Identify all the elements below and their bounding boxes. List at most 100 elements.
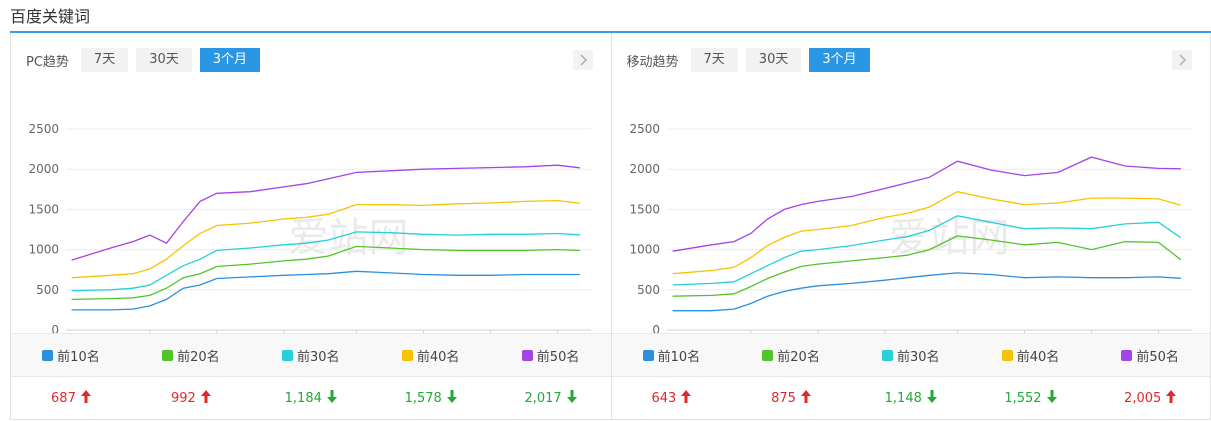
value-top40: 1,578 [371,377,491,420]
y-tick-label: 500 [637,283,660,297]
trend-arrow-icon [80,390,91,407]
watermark-text: 爱站网 [289,215,409,261]
legend-swatch [42,349,54,361]
value-number: 643 [651,391,677,406]
trend-arrow-icon [1166,390,1177,407]
legend-label: 前30名 [896,349,940,365]
y-tick-label: 1000 [629,243,660,257]
trend-arrow-icon [200,390,211,407]
y-tick-label: 2500 [629,122,660,136]
pc-trend-panel: PC趋势 7天 30天 3个月 爱站网050010001500200025000… [11,33,611,419]
value-top30: 1,184 [251,377,371,420]
legend-label: 前30名 [296,349,340,365]
pc-trend-header: PC趋势 7天 30天 3个月 [26,48,268,72]
y-tick-label: 0 [652,323,660,333]
mobile-legend: 前10名 前20名 前30名 前40名 前50名 [611,333,1210,377]
pc-trend-chart: 爱站网0500100015002000250001-2902-1002-2203… [28,122,591,333]
value-number: 1,148 [884,391,922,406]
value-top30: 1,148 [851,377,971,420]
keyword-trends-container: PC趋势 7天 30天 3个月 爱站网 0 500 1000 1500 2000 2500 0… [10,33,1211,420]
legend-label: 前50名 [1136,349,1179,365]
series-line [71,270,580,311]
pc-values: 687 992 1,184 1,578 2,017 [11,377,611,420]
legend-swatch [401,349,413,361]
trend-arrow-icon [326,390,337,407]
chevron-right-icon [1179,54,1187,66]
legend-item-top20[interactable]: 前20名 [131,334,251,376]
legend-item-top10[interactable]: 前10名 [612,334,732,376]
y-tick-label: 1500 [28,202,59,216]
value-number: 2,017 [524,391,562,406]
series-line [671,156,1181,252]
series-line [71,245,580,301]
value-top10: 643 [612,377,732,420]
trend-arrow-icon [681,390,692,407]
legend-item-top30[interactable]: 前30名 [251,334,371,376]
legend-label: 前40名 [416,349,460,365]
value-top50: 2,017 [491,377,611,420]
value-top20: 875 [731,377,851,420]
tab-3-months[interactable]: 3个月 [199,48,261,72]
value-top10: 687 [11,377,131,420]
tab-3-months[interactable]: 3个月 [809,48,870,72]
legend-item-top30[interactable]: 前30名 [851,334,971,376]
legend-swatch [642,349,654,361]
value-number: 992 [170,391,196,406]
legend-label: 前10名 [57,349,100,365]
value-number: 1,578 [404,391,442,406]
y-tick-label: 2000 [629,162,660,176]
chevron-right-icon [579,54,587,66]
mobile-trend-panel: 移动趋势 7天 30天 3个月 爱站网050010001500200025000… [610,33,1210,420]
legend-swatch [1121,349,1133,361]
value-top50: 2,005 [1090,377,1210,420]
legend-label: 前50名 [536,349,580,365]
page-title: 百度关键词 [10,7,91,26]
legend-item-top20[interactable]: 前20名 [731,334,851,376]
legend-label: 前20名 [177,349,220,365]
value-top40: 1,552 [971,377,1091,420]
trend-arrow-icon [1046,390,1057,407]
series-line [672,272,1181,312]
legend-item-top40[interactable]: 前40名 [971,334,1091,376]
series-line [71,199,580,279]
legend-label: 前20名 [777,349,820,365]
value-number: 1,184 [284,391,322,406]
mobile-trend-chart: 爱站网0500100015002000250001-2902-1002-2203… [629,122,1192,333]
panel-label: 移动趋势 [626,54,679,70]
panel-label: PC趋势 [26,54,69,70]
series-line [672,215,1181,286]
legend-swatch [521,349,533,361]
y-tick-label: 0 [51,323,59,333]
tab-30-days[interactable]: 30天 [745,48,802,72]
trend-arrow-icon [566,390,577,407]
series-line [71,164,580,261]
y-tick-label: 2000 [28,162,59,176]
legend-item-top10[interactable]: 前10名 [11,334,131,376]
tab-7-days[interactable]: 7天 [690,48,738,72]
trend-arrow-icon [926,390,937,407]
tab-7-days[interactable]: 7天 [80,48,129,72]
series-line [672,191,1181,275]
next-arrow-button[interactable] [1172,50,1192,70]
legend-label: 前40名 [1016,349,1060,365]
legend-item-top50[interactable]: 前50名 [491,334,611,376]
value-number: 2,005 [1124,391,1162,406]
legend-item-top40[interactable]: 前40名 [371,334,491,376]
value-top20: 992 [131,377,251,420]
legend-item-top50[interactable]: 前50名 [1090,334,1210,376]
legend-label: 前10名 [657,349,701,365]
trend-arrow-icon [800,390,811,407]
legend-swatch [281,349,293,361]
mobile-trend-header: 移动趋势 7天 30天 3个月 [627,48,878,72]
y-tick-label: 1000 [28,243,59,257]
next-arrow-button[interactable] [572,50,593,70]
y-tick-label: 1500 [629,202,660,216]
legend-swatch [881,349,893,361]
series-line [71,231,580,292]
value-number: 687 [51,391,76,406]
tab-30-days[interactable]: 30天 [136,48,192,72]
series-line [672,235,1181,297]
value-number: 875 [771,391,796,406]
legend-swatch [1001,349,1013,361]
y-tick-label: 500 [36,283,59,297]
